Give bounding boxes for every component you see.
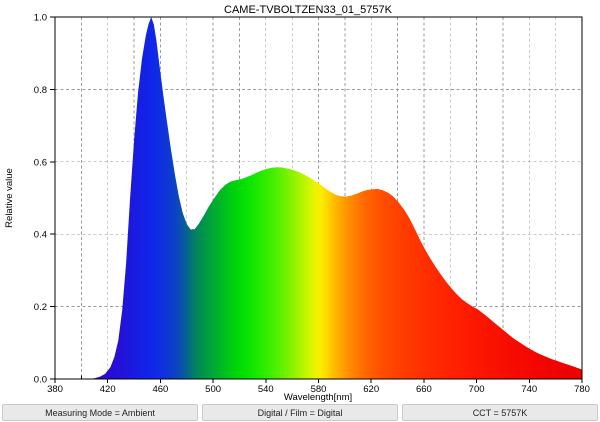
status-footer-bar: Measuring Mode = Ambient Digital / Film … xyxy=(0,404,600,421)
x-tick-label: 580 xyxy=(311,384,327,395)
spectral-distribution-chart: 380 420 460 500 540 580 620 660 700 740 780 0.0 0.2 0… xyxy=(4,4,590,403)
spectrum-area xyxy=(55,17,582,379)
spectrum-chart-svg: 380 420 460 500 540 580 620 660 700 740 780 0.0 0.2 0… xyxy=(4,4,590,403)
chart-title: CAME-TVBOLTZEN33_01_5757K xyxy=(224,4,393,16)
x-tick-label: 540 xyxy=(258,384,274,395)
y-tick-label: 1.0 xyxy=(34,13,47,24)
cct-label: CCT = 5757K xyxy=(472,407,528,418)
x-tick-label: 500 xyxy=(205,384,221,395)
x-tick-label: 780 xyxy=(574,384,590,395)
digital-film-status: Digital / Film = Digital xyxy=(202,404,398,421)
x-tick-label: 700 xyxy=(469,384,485,395)
y-axis-title: Relative value xyxy=(4,168,15,228)
measuring-mode-status: Measuring Mode = Ambient xyxy=(2,404,198,421)
x-tick-label: 740 xyxy=(521,384,537,395)
cct-status: CCT = 5757K xyxy=(402,404,598,421)
digital-film-label: Digital / Film = Digital xyxy=(257,407,343,418)
x-tick-label: 660 xyxy=(416,384,432,395)
tick-layer: 380 420 460 500 540 580 620 660 700 740 780 0.0 0.2 0… xyxy=(34,13,590,396)
y-tick-label: 0.0 xyxy=(34,375,47,386)
x-tick-label: 420 xyxy=(100,384,116,395)
x-axis-title: Wavelength[nm] xyxy=(284,392,352,402)
x-tick-label: 460 xyxy=(152,384,168,395)
y-tick-label: 0.4 xyxy=(34,230,47,241)
y-tick-label: 0.2 xyxy=(34,302,47,313)
measuring-mode-label: Measuring Mode = Ambient xyxy=(45,407,155,418)
x-tick-label: 620 xyxy=(363,384,379,395)
x-tick-label: 380 xyxy=(47,384,63,395)
y-tick-label: 0.8 xyxy=(34,85,47,96)
y-tick-label: 0.6 xyxy=(34,157,47,168)
